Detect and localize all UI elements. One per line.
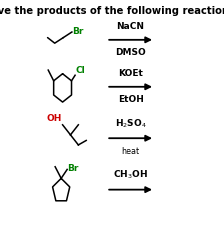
- Text: KOEt: KOEt: [118, 69, 143, 78]
- Text: EtOH: EtOH: [118, 95, 144, 104]
- Text: CH$_3$OH: CH$_3$OH: [113, 169, 148, 181]
- Text: DMSO: DMSO: [115, 48, 146, 57]
- Text: Give the products of the following reactions:: Give the products of the following react…: [0, 6, 224, 16]
- Text: heat: heat: [122, 147, 140, 156]
- Text: Br: Br: [73, 27, 84, 36]
- Text: Br: Br: [67, 164, 79, 173]
- Text: NaCN: NaCN: [117, 22, 145, 31]
- Text: OH: OH: [47, 114, 62, 123]
- Text: H$_2$SO$_4$: H$_2$SO$_4$: [115, 117, 146, 130]
- Text: Cl: Cl: [75, 66, 85, 75]
